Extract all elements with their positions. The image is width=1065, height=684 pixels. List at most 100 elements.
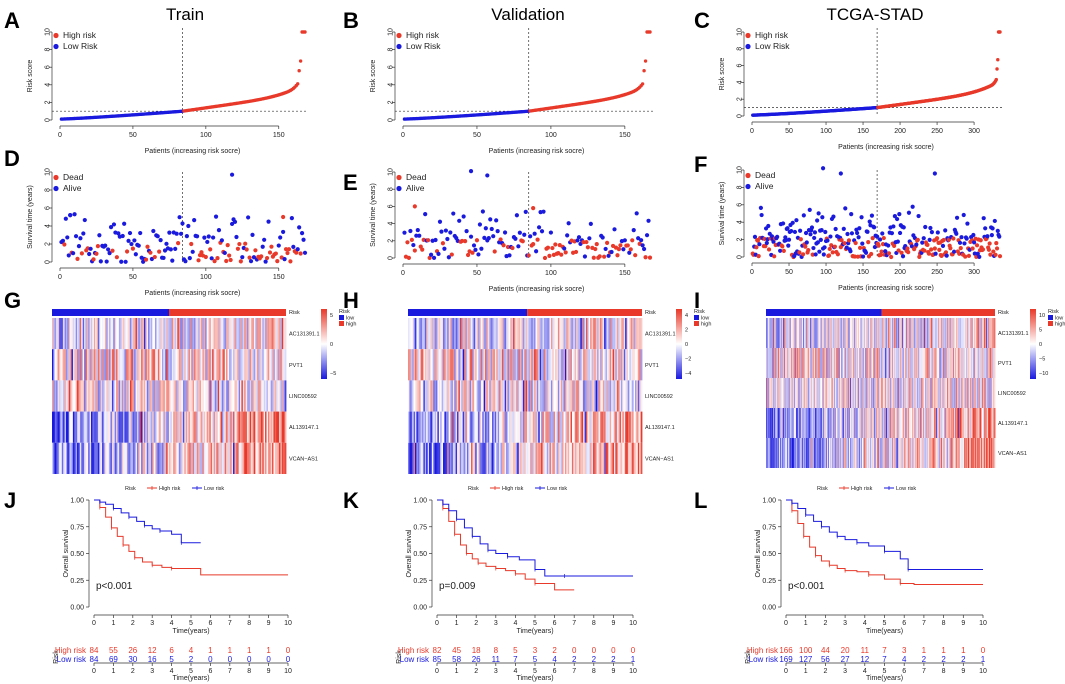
heatmap-cell — [985, 348, 987, 378]
heatmap-cell — [889, 348, 891, 378]
heatmap-cell — [774, 378, 776, 408]
heatmap-cell — [839, 318, 841, 348]
heatmap-cell — [270, 411, 273, 443]
heatmap-cell — [430, 318, 433, 350]
heatmap-cell — [420, 349, 423, 381]
heatmap-cell — [904, 348, 906, 378]
heatmap-cell — [476, 442, 479, 474]
heatmap-cell — [420, 411, 423, 443]
heatmap-cell — [862, 378, 864, 408]
heatmap-cell — [85, 442, 88, 474]
heatmap-cell — [943, 408, 945, 438]
heatmap-cell — [780, 438, 782, 468]
heatmap-cell — [975, 438, 977, 468]
heatmap-cell — [969, 438, 971, 468]
legend-label-low: Low Risk — [755, 41, 790, 51]
heatmap-cell — [482, 411, 485, 443]
heatmap-cell — [911, 438, 913, 468]
color-scale-tick: −5 — [330, 371, 336, 377]
heatmap-cell — [853, 438, 855, 468]
heatmap-cell — [131, 411, 134, 443]
alive-point — [442, 246, 447, 251]
heatmap-row — [52, 442, 287, 474]
alive-point — [849, 212, 854, 217]
heatmap-cell — [856, 318, 858, 348]
heatmap-cell — [770, 348, 772, 378]
heatmap-cell — [798, 378, 800, 408]
dead-point — [294, 250, 299, 255]
heatmap-cell — [557, 318, 560, 350]
heatmap-cell — [986, 408, 988, 438]
heatmap-cell — [832, 408, 835, 438]
dead-point — [630, 238, 635, 243]
heatmap-cell — [861, 348, 863, 378]
heatmap-cell — [989, 378, 991, 408]
heatmap-cell — [237, 380, 240, 412]
x-tick-label: 250 — [931, 128, 943, 135]
alive-point — [845, 231, 850, 237]
alive-point — [606, 253, 611, 258]
heatmap-cell — [940, 348, 942, 378]
heatmap-cell — [440, 349, 443, 381]
dead-point — [208, 247, 213, 252]
heatmap-cell — [924, 408, 926, 438]
heatmap-cell — [961, 348, 963, 378]
heatmap-cell — [102, 442, 104, 474]
heatmap-cell — [499, 411, 501, 443]
heatmap-cell — [785, 318, 787, 348]
heatmap-cell — [938, 438, 941, 468]
heatmap-cell — [263, 411, 266, 443]
heatmap-cell — [843, 408, 845, 438]
heatmap-cell — [807, 378, 809, 408]
heatmap-cell — [527, 349, 529, 381]
heatmap-cell — [84, 318, 86, 350]
heatmap-cell — [226, 442, 228, 474]
heatmap-cell — [930, 318, 932, 348]
heatmap-cell — [789, 318, 791, 348]
heatmap-cell — [559, 349, 562, 381]
heatmap-cell — [807, 378, 809, 408]
heatmap-cell — [574, 380, 577, 412]
heatmap-cell — [588, 380, 591, 412]
heatmap-cell — [591, 442, 594, 474]
heatmap-cell — [913, 348, 915, 378]
heatmap-cell — [801, 408, 803, 438]
heatmap-cell — [875, 408, 877, 438]
heatmap-cell — [927, 318, 929, 348]
heatmap-cell — [932, 378, 934, 408]
heatmap-cell — [935, 318, 937, 348]
heatmap-cell — [245, 411, 248, 443]
heatmap-cell — [75, 411, 78, 443]
heatmap-cell — [213, 349, 216, 381]
heatmap-cell — [955, 378, 957, 408]
dead-point — [176, 241, 181, 246]
heatmap-cell — [410, 380, 413, 412]
heatmap-cell — [789, 438, 792, 468]
heatmap-cell — [592, 349, 595, 381]
heatmap-cell — [169, 442, 171, 474]
heatmap-cell — [517, 349, 520, 381]
heatmap-cell — [482, 318, 485, 350]
color-scale-bar — [1030, 309, 1036, 379]
heatmap-cell — [870, 378, 872, 408]
heatmap-cell — [862, 438, 864, 468]
heatmap-cell — [789, 378, 791, 408]
heatmap-cell — [597, 442, 599, 474]
heatmap-cell — [490, 349, 493, 381]
heatmap-cell — [936, 378, 938, 408]
alive-point — [502, 230, 508, 235]
heatmap-cell — [943, 318, 945, 348]
heatmap-cell — [913, 378, 915, 408]
heatmap-cell — [928, 438, 930, 468]
heatmap-cell — [889, 318, 891, 348]
heatmap-cell — [888, 318, 890, 348]
heatmap-cell — [978, 408, 980, 438]
heatmap-cell — [905, 348, 907, 378]
heatmap-row — [408, 411, 643, 443]
heatmap-cell — [274, 380, 277, 412]
heatmap-cell — [613, 442, 616, 474]
alive-point — [867, 219, 872, 224]
heatmap-cell — [127, 349, 130, 381]
heatmap-cell — [437, 318, 440, 350]
alive-point — [180, 221, 185, 226]
